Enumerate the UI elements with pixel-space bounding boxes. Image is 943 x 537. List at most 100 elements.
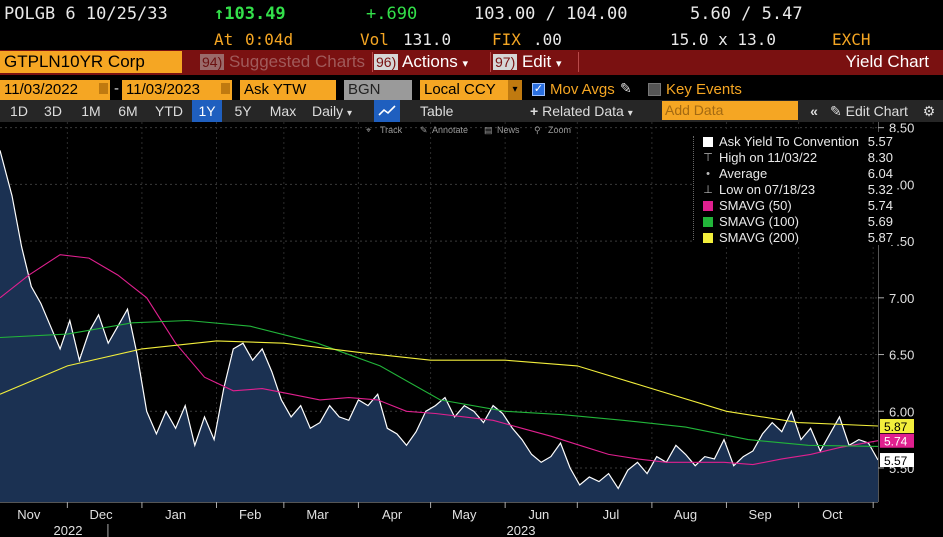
add-data-input[interactable]: Add Data xyxy=(662,101,798,120)
calendar-icon xyxy=(221,83,230,94)
x-tick-label: Jul xyxy=(603,507,620,522)
data-point xyxy=(194,445,195,446)
legend-value: 5.57 xyxy=(867,134,893,149)
period-ytd[interactable]: YTD xyxy=(155,103,183,119)
data-point xyxy=(637,458,638,459)
track-tool[interactable]: ⌖ Track xyxy=(366,125,403,135)
period-1y[interactable]: 1Y xyxy=(192,100,222,122)
currency-select[interactable]: Local CCY ▾ xyxy=(420,80,522,100)
legend-item[interactable]: SMAVG (100) 5.69 xyxy=(695,214,895,230)
data-point xyxy=(598,481,599,482)
data-point xyxy=(79,360,80,361)
data-point xyxy=(512,428,513,429)
legend-item[interactable]: SMAVG (200) 5.87 xyxy=(695,230,895,246)
data-point xyxy=(252,360,253,361)
data-point xyxy=(493,420,494,421)
legend-swatch-icon xyxy=(703,137,713,147)
data-point xyxy=(137,354,138,355)
security-input[interactable]: GTPLN10YR Corp xyxy=(0,51,182,73)
legend-item[interactable]: ⊥ Low on 07/18/23 5.32 xyxy=(695,182,895,198)
frequency-select[interactable]: Daily ▾ xyxy=(312,103,353,119)
x-tick-label: Nov xyxy=(17,507,41,522)
data-point xyxy=(752,450,753,451)
period-6m[interactable]: 6M xyxy=(118,103,138,119)
chart-controls: 11/03/2022 - 11/03/2023 Ask YTW BGN Loca… xyxy=(0,80,943,100)
key-events-checkbox[interactable] xyxy=(648,83,661,96)
related-data-button[interactable]: + Related Data ▾ xyxy=(530,103,633,119)
low-marker-icon: ⊥ xyxy=(703,184,713,196)
annotate-tool[interactable]: ✎ Annotate xyxy=(420,125,468,135)
data-point xyxy=(762,433,763,434)
data-point xyxy=(748,439,749,440)
period-max[interactable]: Max xyxy=(269,103,297,119)
edit-chart-button[interactable]: ✎ Edit Chart xyxy=(830,103,908,119)
data-point xyxy=(550,436,551,437)
data-point xyxy=(430,360,431,361)
edit-menu-button[interactable]: 97) Edit ▾ xyxy=(493,52,562,71)
data-point xyxy=(666,462,667,463)
data-point xyxy=(829,433,830,434)
collapse-left-icon[interactable]: « xyxy=(810,103,818,119)
data-point xyxy=(714,458,715,459)
data-point xyxy=(146,411,147,412)
period-5y[interactable]: 5Y xyxy=(234,103,252,119)
end-date-input[interactable]: 11/03/2023 xyxy=(122,80,232,100)
data-point xyxy=(204,377,205,378)
source-input[interactable]: BGN xyxy=(344,80,412,100)
x-tick-label: Oct xyxy=(822,507,843,522)
data-point xyxy=(618,488,619,489)
line-chart-icon[interactable] xyxy=(374,100,400,122)
gear-icon[interactable]: ⚙ xyxy=(922,103,936,119)
data-point xyxy=(752,464,753,465)
data-point xyxy=(675,445,676,446)
legend-item[interactable]: Ask Yield To Convention 5.57 xyxy=(695,134,895,150)
data-point xyxy=(416,431,417,432)
data-point xyxy=(329,405,330,406)
mov-avgs-checkbox[interactable]: ✓ xyxy=(532,83,545,96)
data-point xyxy=(808,445,809,446)
table-button[interactable]: Table xyxy=(420,103,454,119)
data-point xyxy=(377,394,378,395)
svg-text:Track: Track xyxy=(380,125,403,135)
field-input[interactable]: Ask YTW xyxy=(240,80,336,100)
end-label-yield: 5.57 xyxy=(884,454,908,468)
suggested-charts-button[interactable]: 94) Suggested Charts xyxy=(200,52,366,71)
x-tick-label: Sep xyxy=(749,507,772,522)
fix-label: FIX xyxy=(492,30,521,49)
x-year-label: 2023 xyxy=(507,523,536,537)
period-3d[interactable]: 3D xyxy=(44,103,62,119)
data-point xyxy=(531,454,532,455)
data-point xyxy=(271,371,272,372)
legend-label: Average xyxy=(719,166,768,181)
data-point xyxy=(502,413,503,414)
legend-label: Low on 07/18/23 xyxy=(719,182,816,197)
bid-ask-price: 103.00 / 104.00 xyxy=(474,4,628,24)
news-tool[interactable]: ▤ News xyxy=(484,125,520,135)
data-point xyxy=(242,343,243,344)
data-point xyxy=(141,348,142,349)
data-point xyxy=(627,470,628,471)
data-point xyxy=(127,309,128,310)
data-point xyxy=(291,394,292,395)
data-point xyxy=(108,343,109,344)
bid-ask-yield: 5.60 / 5.47 xyxy=(690,4,803,24)
period-1m[interactable]: 1M xyxy=(81,103,101,119)
data-point xyxy=(810,428,811,429)
data-point xyxy=(473,411,474,412)
data-point xyxy=(406,445,407,446)
pencil-icon[interactable]: ✎ xyxy=(620,80,632,96)
data-point xyxy=(685,427,686,428)
data-point xyxy=(250,326,251,327)
legend-item[interactable]: • Average 6.04 xyxy=(695,166,895,182)
data-point xyxy=(310,428,311,429)
legend-label: SMAVG (50) xyxy=(719,198,792,213)
legend-item[interactable]: SMAVG (50) 5.74 xyxy=(695,198,895,214)
x-year-label: 2022 xyxy=(54,523,83,537)
start-date-input[interactable]: 11/03/2022 xyxy=(0,80,110,100)
actions-menu-button[interactable]: 96) Actions ▾ xyxy=(374,52,469,71)
zoom-tool[interactable]: ⚲ Zoom xyxy=(534,125,571,135)
legend-item[interactable]: ⊤ High on 11/03/22 8.30 xyxy=(695,150,895,166)
svg-text:▤: ▤ xyxy=(484,125,493,135)
period-1d[interactable]: 1D xyxy=(10,103,28,119)
data-point xyxy=(839,416,840,417)
